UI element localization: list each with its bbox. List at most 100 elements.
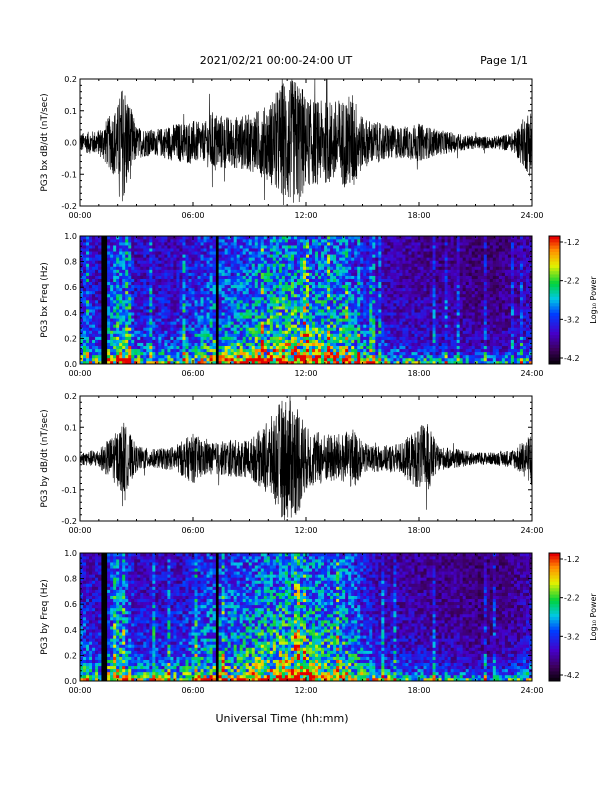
spectrogram-cell [438,318,442,322]
spectrogram-cell [266,257,271,261]
spectrogram-cell [98,296,102,301]
spectrogram-cell [152,269,156,273]
spectrogram-cell [239,351,244,356]
spectrogram-cell [312,303,316,307]
spectrogram-cell [315,354,319,359]
spectrogram-cell [134,269,138,273]
spectrogram-cell [402,275,406,279]
spectrogram-cell [179,300,183,304]
spectrogram-cell [399,318,403,322]
spectrogram-cell [272,315,277,319]
spectrogram-cell [327,321,331,325]
spectrogram-cell [287,272,292,276]
spectrogram-cell [200,336,204,340]
spectrogram-cell [155,348,159,353]
spectrogram-cell [387,260,391,264]
spectrogram-cell [194,345,198,350]
spectrogram-cell [248,315,253,319]
spectrogram-cell [95,315,99,319]
spectrogram-cell [149,281,153,286]
spectrogram-cell [251,245,256,249]
spectrogram-cell [312,245,316,249]
spectrogram-cell [179,318,183,322]
spectrogram-cell [161,287,165,292]
spectrogram-cell [429,330,433,334]
spectrogram-cell [426,290,430,295]
spectrogram-cell [146,303,150,307]
spectrogram-cell [203,278,207,283]
spectrogram-cell [263,333,268,337]
spectrogram-cell [411,345,415,350]
spectrogram-cell [324,242,328,246]
spectrogram-cell [92,236,96,240]
spectrogram-cell [420,354,424,359]
spectrogram-cell [113,293,117,298]
spectrogram-cell [266,239,271,243]
spectrogram-cell [378,309,382,313]
spectrogram-cell [299,293,304,298]
spectrogram-cell [396,336,400,340]
spectrogram-cell [149,293,153,298]
spectrogram-cell [330,327,334,331]
spectrogram-cell [218,354,222,359]
spectrogram-cell [95,339,99,343]
spectrogram-cell [143,321,147,325]
spectrogram-cell [185,348,189,353]
spectrogram-cell [182,293,186,298]
spectrogram-cell [281,336,286,340]
spectrogram-cell [432,348,436,353]
spectrogram-cell [110,318,114,322]
spectrogram-cell [426,254,430,258]
spectrogram-cell [149,339,153,343]
spectrogram-cell [206,318,210,322]
spectrogram-cell [263,342,268,347]
spectrogram-cell [330,312,334,316]
spectrogram-cell [399,357,403,362]
spectrogram-cell [299,306,304,310]
spectrogram-cell [158,263,162,267]
spectrogram-cell [278,257,283,261]
spectrogram-cell [420,275,424,279]
spectrogram-cell [330,336,334,340]
spectrogram-cell [435,251,439,255]
spectrogram-cell [137,284,141,289]
spectrogram-cell [411,360,415,365]
spectrogram-cell [86,248,90,252]
spectrogram-cell [432,357,436,362]
spectrogram-cell [351,266,355,270]
spectrogram-cell [312,278,316,283]
spectrogram-cell [318,236,322,240]
spectrogram-cell [278,296,283,301]
spectrogram-cell [209,269,213,273]
spectrogram-cell [146,324,150,328]
spectrogram-cell [321,348,325,353]
spectrogram-cell [384,281,388,286]
spectrogram-cell [420,296,424,301]
spectrogram-cell [221,242,225,246]
spectrogram-cell [119,275,123,279]
spectrogram-cell [342,357,346,362]
spectrogram-cell [408,312,412,316]
spectrogram-cell [185,303,189,307]
spectrogram-cell [203,272,207,276]
spectrogram-cell [363,275,367,279]
spectrogram-cell [107,330,111,334]
spectrogram-cell [227,272,231,276]
spectrogram-cell [155,272,159,276]
spectrogram-cell [309,269,313,273]
spectrogram-cell [242,321,247,325]
spectrogram-cell [263,290,268,295]
spectrogram-cell [89,284,93,289]
spectrogram-cell [336,281,340,286]
spectrogram-cell [191,336,195,340]
spectrogram-cell [363,300,367,304]
spectrogram-cell [375,309,379,313]
spectrogram-cell [80,342,84,347]
spectrogram-cell [351,278,355,283]
spectrogram-cell [188,324,192,328]
spectrogram-cell [417,342,421,347]
spectrogram-cell [86,333,90,337]
spectrogram-cell [336,336,340,340]
spectrogram-cell [236,360,240,365]
spectrogram-cell [161,351,165,356]
